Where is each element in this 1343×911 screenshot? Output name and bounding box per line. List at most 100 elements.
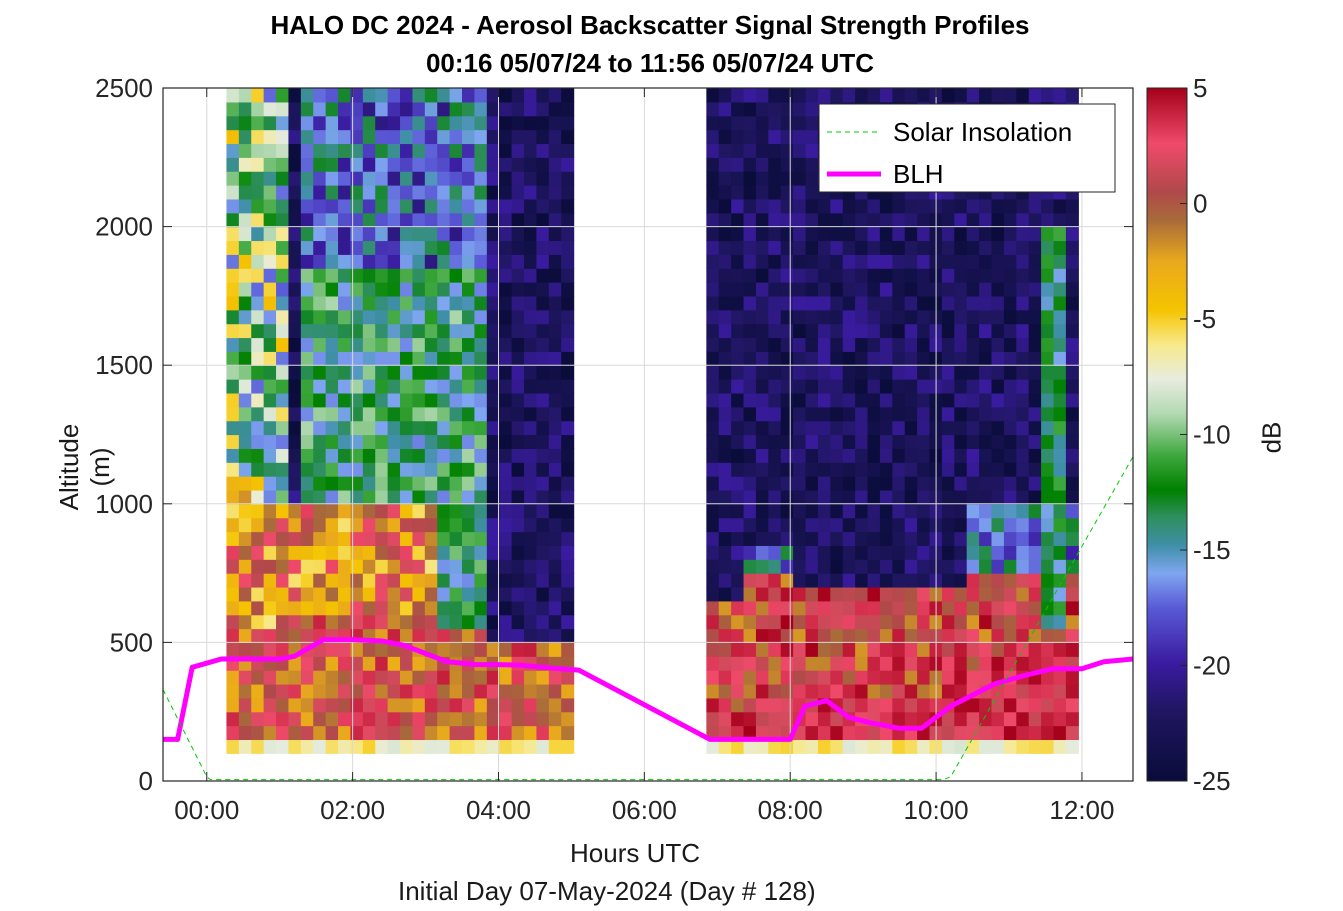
heatmap-cell	[817, 268, 831, 283]
heatmap-cell	[561, 725, 575, 741]
heatmap-cell	[362, 323, 376, 339]
heatmap-cell	[300, 559, 314, 574]
heatmap-cell	[412, 434, 426, 449]
heatmap-cell	[276, 434, 290, 449]
heatmap-cell	[511, 337, 525, 352]
heatmap-cell	[263, 101, 277, 117]
heatmap-cell	[499, 586, 513, 602]
heatmap-cell	[325, 406, 339, 422]
heatmap-cell	[1003, 656, 1017, 671]
heatmap-cell	[991, 420, 1005, 436]
heatmap-cell	[226, 614, 240, 630]
heatmap-cell	[511, 531, 525, 546]
heatmap-cell	[548, 531, 562, 546]
heatmap-cell	[768, 185, 782, 200]
heatmap-cell	[412, 143, 426, 158]
heatmap-cell	[524, 240, 538, 255]
heatmap-cell	[768, 351, 782, 366]
heatmap-cell	[805, 462, 819, 477]
heatmap-cell	[362, 614, 376, 630]
heatmap-cell	[412, 268, 426, 283]
heatmap-cell	[941, 614, 955, 630]
heatmap-cell	[830, 88, 844, 103]
heatmap-cell	[412, 739, 426, 754]
heatmap-cell	[855, 545, 869, 560]
heatmap-cell	[449, 337, 463, 352]
heatmap-cell	[755, 531, 769, 546]
heatmap-cell	[276, 683, 290, 699]
heatmap-cell	[755, 295, 769, 311]
heatmap-cell	[979, 88, 993, 103]
heatmap-cell	[1016, 559, 1030, 574]
heatmap-cell	[300, 476, 314, 491]
heatmap-cell	[991, 88, 1005, 103]
heatmap-cell	[499, 448, 513, 463]
heatmap-cell	[375, 642, 389, 657]
heatmap-cell	[780, 295, 794, 311]
heatmap-cell	[731, 212, 745, 228]
heatmap-cell	[718, 143, 732, 158]
heatmap-cell	[375, 365, 389, 380]
heatmap-cell	[966, 476, 980, 491]
heatmap-cell	[375, 226, 389, 242]
heatmap-cell	[524, 392, 538, 408]
heatmap-cell	[830, 489, 844, 505]
heatmap-cell	[1016, 88, 1030, 103]
heatmap-cell	[991, 309, 1005, 325]
heatmap-cell	[1003, 725, 1017, 741]
heatmap-cell	[548, 670, 562, 685]
heatmap-cell	[879, 420, 893, 436]
heatmap-cell	[313, 254, 327, 269]
heatmap-cell	[474, 531, 488, 546]
heatmap-cell	[561, 586, 575, 602]
heatmap-cell	[768, 157, 782, 172]
heatmap-cell	[780, 586, 794, 602]
heatmap-cell	[805, 143, 819, 158]
heatmap-cell	[743, 115, 757, 131]
heatmap-cell	[867, 462, 881, 477]
heatmap-cell	[486, 711, 500, 727]
heatmap-cell	[263, 365, 277, 380]
heatmap-cell	[1041, 642, 1055, 657]
heatmap-cell	[499, 642, 513, 657]
heatmap-cell	[793, 406, 807, 422]
heatmap-cell	[1053, 614, 1067, 630]
heatmap-cell	[1053, 268, 1067, 283]
heatmap-cell	[731, 268, 745, 283]
heatmap-cell	[1065, 88, 1079, 103]
heatmap-cell	[276, 545, 290, 560]
heatmap-cell	[830, 226, 844, 242]
heatmap-cell	[362, 198, 376, 214]
heatmap-cell	[979, 254, 993, 269]
heatmap-cell	[437, 337, 451, 352]
heatmap-cell	[991, 628, 1005, 643]
heatmap-cell	[743, 476, 757, 491]
heatmap-cell	[437, 295, 451, 311]
colorbar-tick-label: -5	[1193, 304, 1216, 334]
heatmap-cell	[954, 406, 968, 422]
heatmap-cell	[780, 600, 794, 616]
heatmap-cell	[830, 295, 844, 311]
heatmap-cell	[1016, 254, 1030, 269]
heatmap-cell	[706, 420, 720, 436]
heatmap-cell	[400, 614, 414, 630]
heatmap-cell	[867, 517, 881, 533]
heatmap-cell	[449, 379, 463, 394]
heatmap-cell	[706, 323, 720, 339]
heatmap-cell	[817, 240, 831, 255]
heatmap-cell	[941, 198, 955, 214]
heatmap-cell	[400, 670, 414, 685]
heatmap-cell	[548, 628, 562, 643]
heatmap-cell	[238, 448, 252, 463]
heatmap-cell	[462, 309, 476, 325]
heatmap-cell	[437, 670, 451, 685]
heatmap-cell	[904, 268, 918, 283]
heatmap-cell	[1065, 517, 1079, 533]
heatmap-cell	[462, 351, 476, 366]
heatmap-cell	[718, 351, 732, 366]
heatmap-cell	[954, 462, 968, 477]
heatmap-cell	[313, 420, 327, 436]
heatmap-cell	[917, 462, 931, 477]
heatmap-cell	[904, 642, 918, 657]
heatmap-cell	[561, 212, 575, 228]
